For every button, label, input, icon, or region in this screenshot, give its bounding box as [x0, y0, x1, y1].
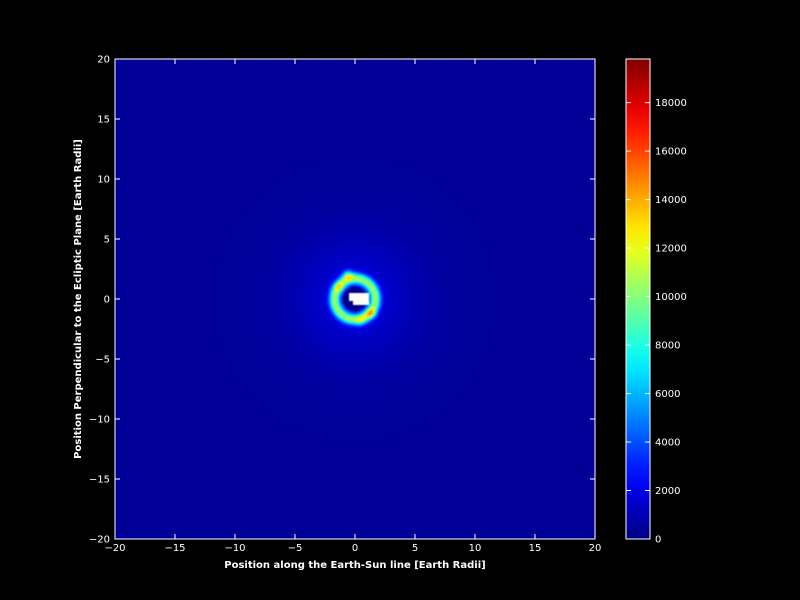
colorbar-tick-label: 6000: [655, 389, 680, 400]
colorbar: 0 2000 4000 6000 8000 10000 12000 14000 16000 180…: [625, 58, 687, 546]
colorbar-tick-label: 10000: [655, 292, 687, 303]
x-tick-label: −15: [164, 543, 185, 554]
x-tick-label: −20: [104, 543, 125, 554]
y-tick-label: −5: [95, 355, 110, 366]
colorbar-tick-label: 12000: [655, 244, 687, 255]
y-tick-label: 10: [97, 175, 110, 186]
colorbar-tick-label: 2000: [655, 486, 680, 497]
x-axis-label: Position along the Earth-Sun line [Earth…: [224, 560, 485, 571]
y-axis-ticks: −20 −15 −10 −5 0 5 10 15 20: [89, 55, 595, 546]
x-axis-ticks: −20 −15 −10 −5 0 5 10 15 20: [104, 59, 601, 554]
colorbar-tick-label: 0: [655, 535, 661, 546]
y-tick-label: −20: [89, 535, 110, 546]
plot-area: −20 −15 −10 −5 0 5 10 15 20 −20 −15 −10 −5 0 5 10 15 20: [89, 55, 601, 555]
colorbar-frame: [625, 58, 651, 540]
x-tick-label: 10: [469, 543, 482, 554]
colorbar-tick-label: 16000: [655, 147, 687, 158]
y-tick-label: 0: [104, 295, 110, 306]
y-axis-label: Position Perpendicular to the Ecliptic P…: [73, 139, 84, 459]
x-tick-label: −5: [288, 543, 303, 554]
y-tick-label: 5: [104, 235, 110, 246]
x-tick-label: −10: [224, 543, 245, 554]
colorbar-tick-label: 8000: [655, 341, 680, 352]
x-tick-label: 15: [529, 543, 542, 554]
y-tick-label: −10: [89, 415, 110, 426]
density-heatmap: [115, 59, 595, 539]
x-tick-label: 20: [589, 543, 602, 554]
y-tick-label: 20: [97, 55, 110, 66]
colorbar-gradient: [626, 59, 650, 539]
y-tick-label: −15: [89, 475, 110, 486]
x-tick-label: 0: [352, 543, 358, 554]
colorbar-tick-label: 4000: [655, 438, 680, 449]
x-tick-label: 5: [412, 543, 418, 554]
colorbar-tick-label: 18000: [655, 98, 687, 109]
colorbar-ticks: 0 2000 4000 6000 8000 10000 12000 14000 16000 180…: [626, 98, 687, 546]
y-tick-label: 15: [97, 115, 110, 126]
colorbar-tick-label: 14000: [655, 195, 687, 206]
